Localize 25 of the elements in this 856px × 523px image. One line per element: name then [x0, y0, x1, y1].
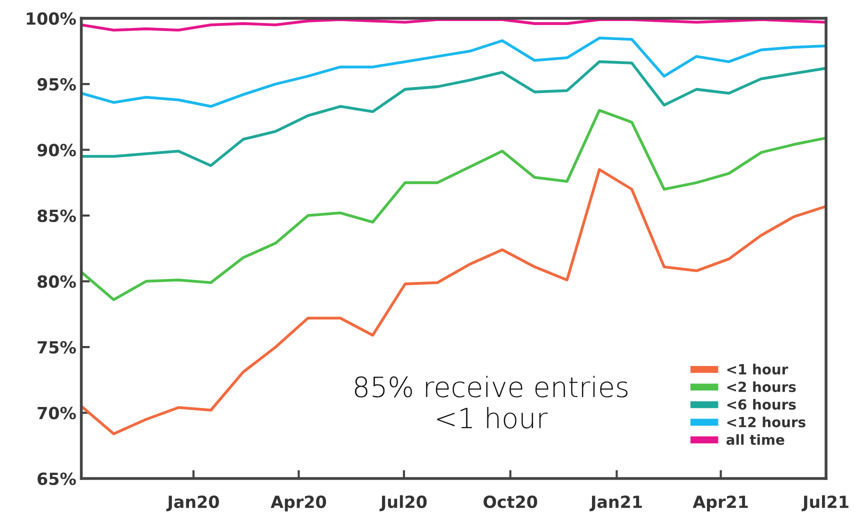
- x-tick-label: Oct20: [484, 496, 538, 508]
- legend-label: <1 hour: [727, 364, 788, 375]
- legend-label: <12 hours: [727, 416, 806, 428]
- x-tick-label: Jul20: [380, 495, 427, 512]
- line-series: [81, 36, 826, 108]
- y-tick-label: 85%: [38, 210, 76, 222]
- y-tick-label: 75%: [38, 341, 76, 354]
- x-tick-label: Jan20: [166, 496, 219, 512]
- legend-label: all time: [726, 434, 784, 445]
- legend-label: <2 hours: [727, 381, 796, 392]
- legend-label: <6 hours: [727, 398, 796, 410]
- x-tick-label: Jan21: [590, 496, 642, 512]
- y-tick-label: 90%: [37, 144, 76, 156]
- y-tick-label: 70%: [38, 406, 76, 420]
- line-series: [81, 168, 826, 436]
- y-tick-label: 80%: [38, 275, 76, 288]
- line-series: [81, 60, 826, 167]
- x-tick-label: Apr21: [692, 496, 748, 512]
- line-series: [81, 108, 826, 302]
- annotation: 85% receive entries <1 hour: [354, 376, 628, 429]
- x-tick-label: Apr20: [270, 496, 326, 512]
- y-tick-label: 95%: [37, 78, 76, 91]
- x-tick-label: Jul21: [802, 495, 848, 512]
- y-tick-label: 65%: [38, 472, 76, 486]
- y-tick-label: 100%: [26, 12, 76, 25]
